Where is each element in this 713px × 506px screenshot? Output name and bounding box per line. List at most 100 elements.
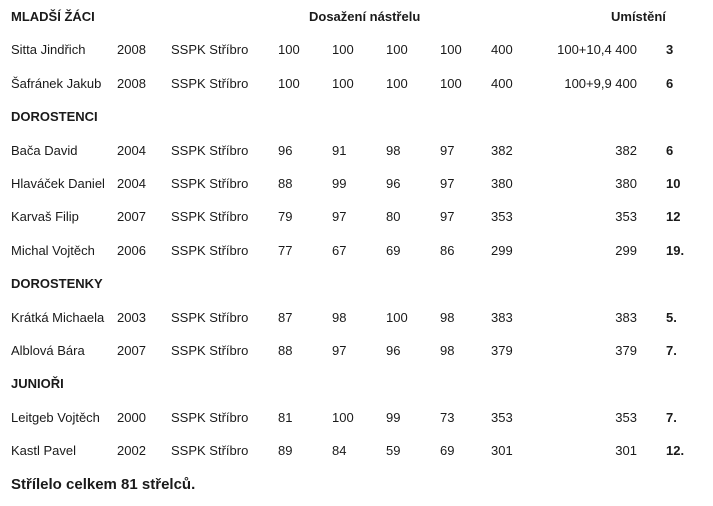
club-name: SSPK Stříbro — [171, 142, 249, 158]
competitor-name: Sitta Jindřich — [11, 42, 86, 58]
score-1: 89 — [278, 443, 293, 459]
final-score: 379 — [615, 343, 637, 358]
score-1: 87 — [278, 309, 293, 325]
competitor-name: Alblová Bára — [11, 343, 85, 358]
final-score: 382 — [615, 142, 637, 158]
score-2: 99 — [332, 176, 347, 191]
competitor-name: Kastl Pavel — [11, 443, 77, 459]
final-score: 353 — [615, 209, 637, 225]
section-title: DOROSTENCI — [11, 109, 98, 125]
final-score: 353 — [615, 409, 637, 425]
club-name: SSPK Stříbro — [171, 209, 249, 225]
total-score: 382 — [491, 142, 513, 158]
competitor-name: Hlaváček Daniel — [11, 176, 105, 191]
placement: 6 — [666, 75, 674, 91]
score-4: 100 — [440, 42, 462, 58]
total-shooters-note: Střílelo celkem 81 střelců. — [11, 476, 196, 493]
placement: 5. — [666, 309, 677, 325]
score-3: 98 — [386, 142, 401, 158]
final-score: 383 — [615, 309, 637, 325]
birth-year: 2004 — [117, 142, 146, 158]
score-4: 69 — [440, 443, 455, 459]
place-column-header: Umístění — [611, 9, 666, 24]
score-3: 100 — [386, 42, 408, 58]
final-score: 380 — [615, 176, 637, 191]
competitor-name: Leitgeb Vojtěch — [11, 409, 100, 425]
placement: 12. — [666, 443, 685, 459]
birth-year: 2008 — [117, 75, 146, 91]
score-2: 67 — [332, 242, 347, 258]
placement: 3 — [666, 42, 674, 58]
result-row: Krátká Michaela 2003 SSPK Stříbro 87 98 100 98… — [0, 308, 713, 328]
placement: 10 — [666, 176, 681, 191]
score-2: 98 — [332, 309, 347, 325]
result-row: Karvaš Filip 2007 SSPK Stříbro 79 97 80 97 353 3… — [0, 207, 713, 227]
section-heading-row: DOROSTENKY — [0, 274, 713, 294]
score-4: 97 — [440, 176, 455, 191]
birth-year: 2008 — [117, 42, 146, 58]
result-row: Bača David 2004 SSPK Stříbro 96 91 98 97 382 382… — [0, 141, 713, 161]
score-1: 96 — [278, 142, 293, 158]
result-row: Sitta Jindřich 2008 SSPK Stříbro 100 100 100 1… — [0, 40, 713, 60]
total-score: 301 — [491, 443, 513, 459]
competitor-name: Šafránek Jakub — [11, 75, 102, 91]
result-row: Hlaváček Daniel 2004 SSPK Stříbro 88 99 96 97 3… — [0, 174, 713, 194]
section-title: DOROSTENKY — [11, 276, 103, 292]
score-1: 88 — [278, 176, 293, 191]
placement: 19. — [666, 242, 685, 258]
club-name: SSPK Stříbro — [171, 176, 249, 191]
result-row: Kastl Pavel 2002 SSPK Stříbro 89 84 59 69 301 30… — [0, 441, 713, 461]
total-score: 299 — [491, 242, 513, 258]
total-score: 380 — [491, 176, 513, 191]
total-score: 353 — [491, 209, 513, 225]
birth-year: 2004 — [117, 176, 146, 191]
section-title: MLADŠÍ ŽÁCI — [11, 9, 95, 24]
score-4: 73 — [440, 409, 455, 425]
section-heading-row: MLADŠÍ ŽÁCI Dosažení nástřelu Umístění — [0, 7, 713, 27]
scores-column-header: Dosažení nástřelu — [309, 9, 421, 24]
competitor-name: Bača David — [11, 142, 78, 158]
score-2: 97 — [332, 209, 347, 225]
score-4: 98 — [440, 343, 455, 358]
birth-year: 2002 — [117, 443, 146, 459]
score-2: 97 — [332, 343, 347, 358]
competitor-name: Michal Vojtěch — [11, 242, 95, 258]
score-3: 100 — [386, 75, 408, 91]
total-score: 400 — [491, 42, 513, 58]
birth-year: 2006 — [117, 242, 146, 258]
competitor-name: Karvaš Filip — [11, 209, 79, 225]
score-1: 81 — [278, 409, 293, 425]
score-2: 91 — [332, 142, 347, 158]
score-4: 97 — [440, 209, 455, 225]
score-3: 59 — [386, 443, 401, 459]
placement: 6 — [666, 142, 674, 158]
score-3: 80 — [386, 209, 401, 225]
total-score: 383 — [491, 309, 513, 325]
birth-year: 2000 — [117, 409, 146, 425]
birth-year: 2007 — [117, 209, 146, 225]
score-1: 79 — [278, 209, 293, 225]
score-3: 69 — [386, 242, 401, 258]
club-name: SSPK Stříbro — [171, 343, 249, 358]
footer-row: Střílelo celkem 81 střelců. — [0, 475, 713, 495]
club-name: SSPK Stříbro — [171, 42, 249, 58]
section-title: JUNIOŘI — [11, 376, 64, 392]
placement: 7. — [666, 343, 677, 358]
final-score: 301 — [615, 443, 637, 459]
club-name: SSPK Stříbro — [171, 443, 249, 459]
score-1: 100 — [278, 42, 300, 58]
club-name: SSPK Stříbro — [171, 242, 249, 258]
score-1: 77 — [278, 242, 293, 258]
score-3: 96 — [386, 343, 401, 358]
final-score: 100+10,4 400 — [557, 42, 637, 58]
section-heading-row: JUNIOŘI — [0, 374, 713, 394]
score-3: 96 — [386, 176, 401, 191]
birth-year: 2003 — [117, 309, 146, 325]
result-row: Michal Vojtěch 2006 SSPK Stříbro 77 67 69 86 29… — [0, 241, 713, 261]
score-3: 100 — [386, 309, 408, 325]
final-score: 299 — [615, 242, 637, 258]
score-1: 100 — [278, 75, 300, 91]
placement: 7. — [666, 409, 677, 425]
score-4: 100 — [440, 75, 462, 91]
placement: 12 — [666, 209, 681, 225]
